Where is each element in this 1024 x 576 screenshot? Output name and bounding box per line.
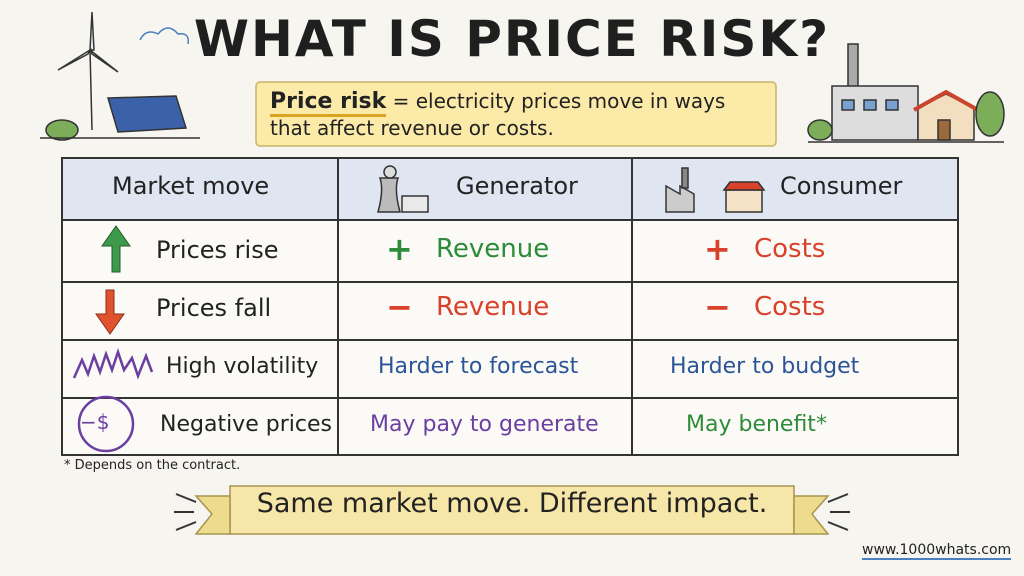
- website-url: www.1000whats.com: [862, 542, 1012, 560]
- negative-price-icon: [77, 395, 135, 453]
- column-header: Market move: [112, 172, 270, 200]
- consumer-impact: Harder to budget: [670, 354, 860, 379]
- definition: Price risk = electricity prices move in …: [270, 88, 760, 142]
- table-header-bg: [62, 158, 958, 220]
- generator-impact: Revenue: [436, 292, 550, 322]
- emphasis-strokes: [174, 493, 850, 531]
- wind-solar-illustration: [40, 11, 200, 141]
- title: WHAT IS PRICE RISK?: [193, 10, 831, 68]
- generator-impact: May pay to generate: [370, 412, 599, 437]
- table-body-bg: [62, 220, 958, 455]
- volatility-icon: [72, 348, 154, 380]
- consumer-impact: May benefit*: [686, 412, 827, 437]
- generator-impact: Revenue: [436, 234, 550, 264]
- consumer-sign: −: [704, 288, 731, 326]
- market-move: Prices rise: [156, 236, 279, 264]
- generator-impact: Harder to forecast: [378, 354, 579, 379]
- factory-house-illustration: [807, 43, 1005, 143]
- market-move: High volatility: [166, 354, 319, 379]
- up-arrow-icon: [101, 225, 131, 273]
- banner-text: Same market move. Different impact.: [256, 488, 768, 519]
- column-header: Consumer: [780, 172, 903, 200]
- banner-ends: [194, 495, 830, 535]
- consumer-impact: Costs: [754, 234, 826, 264]
- footnote: * Depends on the contract.: [64, 458, 241, 473]
- power-plant-icon: [377, 165, 429, 213]
- generator-sign: +: [386, 230, 413, 268]
- consumer-sign: +: [704, 230, 731, 268]
- consumer-impact: Costs: [754, 292, 826, 322]
- market-move: Prices fall: [156, 294, 272, 322]
- generator-sign: −: [386, 288, 413, 326]
- consumer-icon: [665, 167, 766, 213]
- definition-term: Price risk: [270, 89, 387, 117]
- definition-text: = electricity prices move in ways that a…: [270, 89, 726, 140]
- cloud: [139, 27, 190, 45]
- negative-price-icon-text: −$: [80, 410, 110, 434]
- column-header: Generator: [456, 172, 578, 200]
- market-move: Negative prices: [160, 412, 332, 437]
- down-arrow-icon: [95, 289, 125, 335]
- definition-box: [255, 81, 777, 147]
- table-grid: [61, 157, 959, 456]
